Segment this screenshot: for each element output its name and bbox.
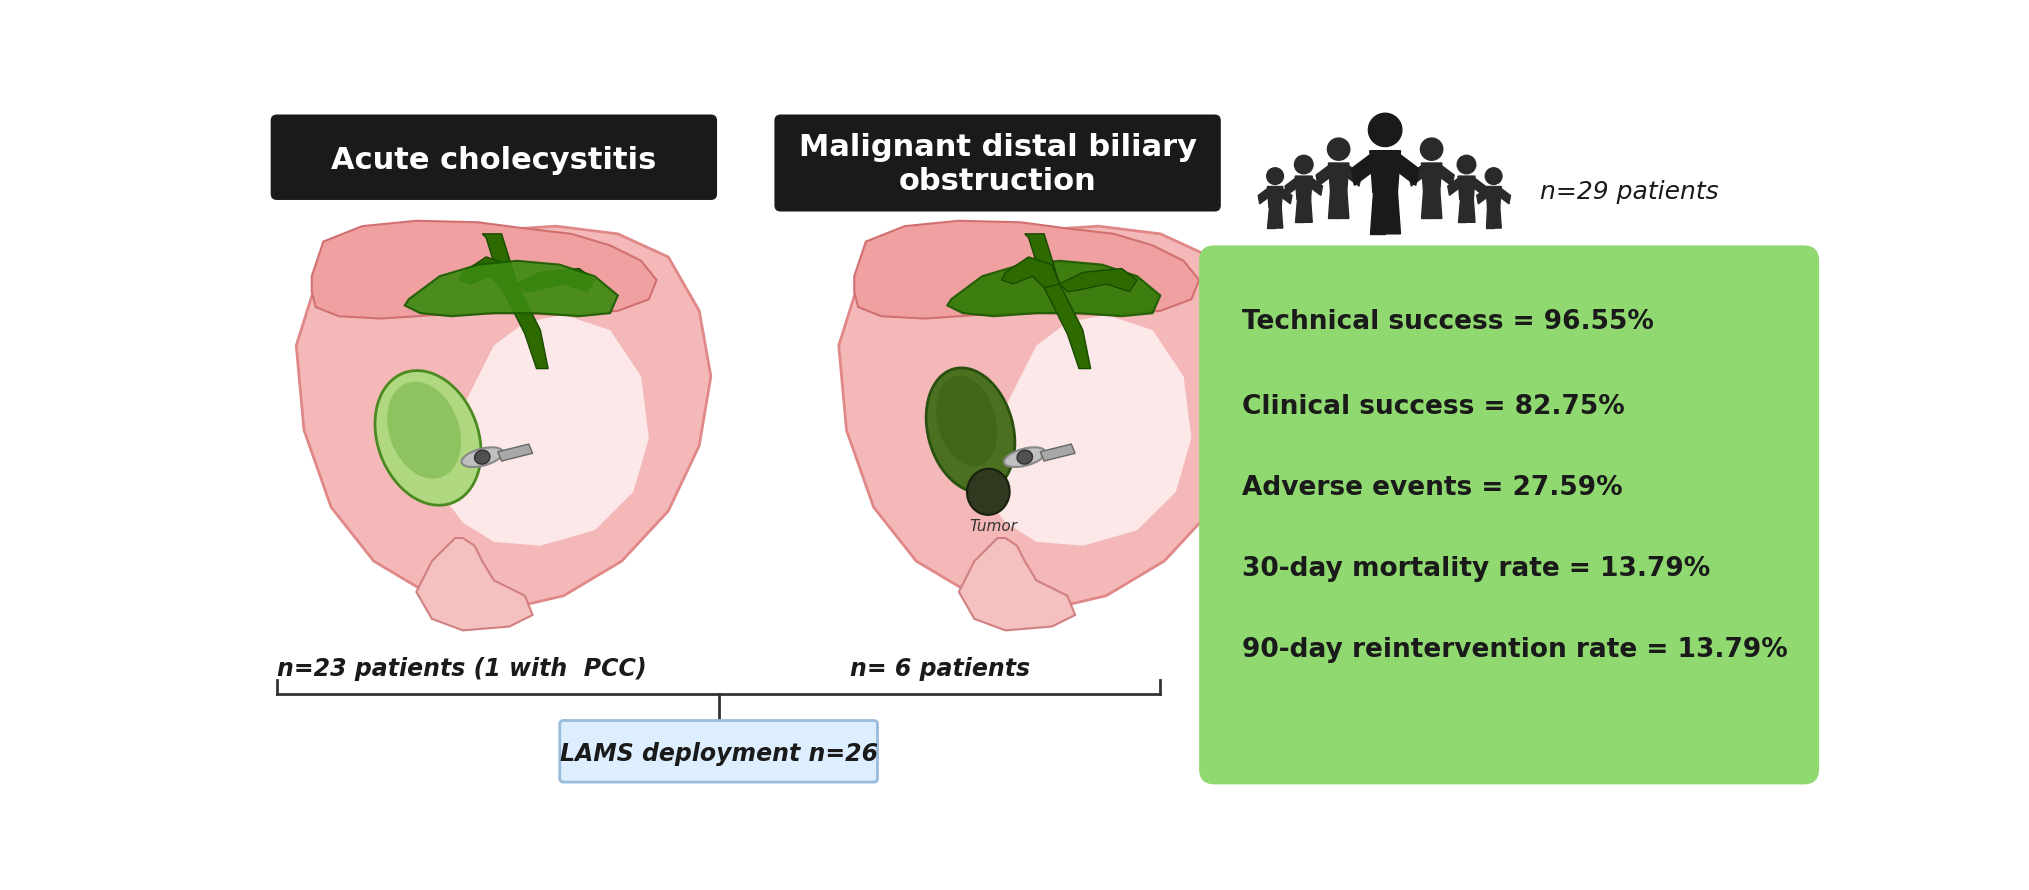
Polygon shape: [487, 226, 501, 287]
Polygon shape: [1029, 226, 1045, 287]
Circle shape: [1420, 138, 1443, 160]
Polygon shape: [1370, 150, 1400, 192]
Polygon shape: [312, 221, 657, 319]
Polygon shape: [1422, 190, 1432, 218]
Ellipse shape: [461, 448, 503, 467]
Polygon shape: [1268, 187, 1282, 207]
Polygon shape: [1370, 192, 1386, 234]
Ellipse shape: [935, 376, 996, 466]
Polygon shape: [1258, 189, 1268, 204]
Ellipse shape: [375, 370, 481, 506]
Circle shape: [1266, 168, 1284, 184]
Polygon shape: [404, 261, 619, 316]
Text: Malignant distal biliary
obstruction: Malignant distal biliary obstruction: [799, 134, 1197, 196]
Polygon shape: [1432, 190, 1443, 218]
Circle shape: [1295, 156, 1313, 174]
Polygon shape: [1274, 207, 1282, 228]
Polygon shape: [1477, 189, 1487, 204]
Circle shape: [1457, 156, 1475, 174]
Polygon shape: [1422, 163, 1443, 190]
Ellipse shape: [925, 368, 1014, 492]
Polygon shape: [1386, 192, 1400, 234]
Polygon shape: [1284, 178, 1297, 195]
FancyBboxPatch shape: [270, 115, 716, 200]
Circle shape: [1327, 138, 1349, 160]
Polygon shape: [1449, 178, 1459, 195]
Polygon shape: [483, 234, 548, 368]
Text: Technical success = 96.55%: Technical success = 96.55%: [1242, 310, 1654, 336]
Polygon shape: [1467, 199, 1475, 222]
Polygon shape: [1280, 189, 1292, 204]
Polygon shape: [960, 538, 1075, 630]
Ellipse shape: [1004, 448, 1045, 467]
Text: 90-day reintervention rate = 13.79%: 90-day reintervention rate = 13.79%: [1242, 636, 1788, 663]
Text: n=29 patients: n=29 patients: [1540, 180, 1719, 204]
Polygon shape: [1351, 155, 1374, 185]
FancyBboxPatch shape: [560, 721, 877, 782]
Text: Adverse events = 27.59%: Adverse events = 27.59%: [1242, 475, 1623, 501]
Text: Tumor: Tumor: [970, 519, 1019, 534]
Polygon shape: [296, 226, 710, 611]
Polygon shape: [1499, 189, 1510, 204]
Polygon shape: [948, 261, 1161, 316]
Polygon shape: [1485, 207, 1493, 228]
Ellipse shape: [475, 450, 489, 464]
Polygon shape: [1025, 234, 1092, 368]
Circle shape: [1485, 168, 1501, 184]
Polygon shape: [1295, 176, 1313, 199]
Polygon shape: [517, 269, 594, 292]
Polygon shape: [1441, 166, 1455, 186]
Polygon shape: [1339, 190, 1349, 218]
Text: 30-day mortality rate = 13.79%: 30-day mortality rate = 13.79%: [1242, 555, 1710, 582]
FancyBboxPatch shape: [1199, 246, 1820, 784]
Polygon shape: [1459, 176, 1475, 199]
Polygon shape: [982, 315, 1191, 546]
Ellipse shape: [388, 382, 461, 479]
FancyBboxPatch shape: [775, 115, 1221, 212]
Polygon shape: [1473, 178, 1485, 195]
Text: Clinical success = 82.75%: Clinical success = 82.75%: [1242, 394, 1625, 420]
Text: LAMS deployment n=26: LAMS deployment n=26: [560, 741, 879, 765]
Polygon shape: [838, 226, 1254, 611]
Ellipse shape: [968, 469, 1010, 515]
Polygon shape: [1329, 190, 1339, 218]
Polygon shape: [1268, 207, 1274, 228]
Polygon shape: [1347, 166, 1361, 186]
Polygon shape: [1317, 166, 1331, 186]
Polygon shape: [1408, 166, 1424, 186]
Text: n=23 patients (1 with  PCC): n=23 patients (1 with PCC): [276, 657, 647, 681]
Polygon shape: [854, 221, 1199, 319]
Circle shape: [1368, 113, 1402, 147]
Text: n= 6 patients: n= 6 patients: [850, 657, 1031, 681]
Polygon shape: [1311, 178, 1323, 195]
Polygon shape: [1059, 269, 1136, 292]
Polygon shape: [1002, 257, 1059, 287]
Polygon shape: [1493, 207, 1501, 228]
Polygon shape: [1398, 155, 1418, 185]
Ellipse shape: [1017, 450, 1033, 464]
Polygon shape: [1305, 199, 1313, 222]
Polygon shape: [459, 257, 517, 287]
Polygon shape: [1459, 199, 1467, 222]
Polygon shape: [497, 444, 534, 461]
Polygon shape: [1041, 444, 1075, 461]
Text: Acute cholecystitis: Acute cholecystitis: [331, 146, 657, 175]
Polygon shape: [440, 315, 649, 546]
Polygon shape: [416, 538, 534, 630]
Polygon shape: [1485, 187, 1501, 207]
Polygon shape: [1295, 199, 1305, 222]
Polygon shape: [1329, 163, 1349, 190]
